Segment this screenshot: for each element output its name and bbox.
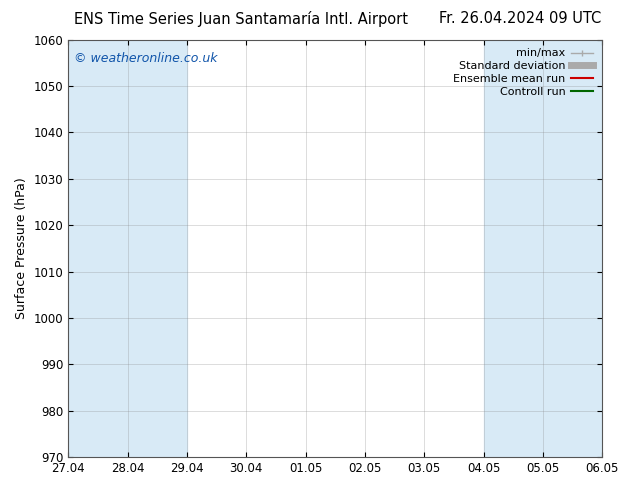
Text: Fr. 26.04.2024 09 UTC: Fr. 26.04.2024 09 UTC bbox=[439, 11, 601, 26]
Text: © weatheronline.co.uk: © weatheronline.co.uk bbox=[74, 52, 217, 65]
Legend: min/max, Standard deviation, Ensemble mean run, Controll run: min/max, Standard deviation, Ensemble me… bbox=[450, 45, 597, 100]
Y-axis label: Surface Pressure (hPa): Surface Pressure (hPa) bbox=[15, 177, 28, 319]
Bar bbox=[68, 40, 187, 457]
Text: ENS Time Series Juan Santamaría Intl. Airport: ENS Time Series Juan Santamaría Intl. Ai… bbox=[74, 11, 408, 27]
Bar bbox=[484, 40, 634, 457]
